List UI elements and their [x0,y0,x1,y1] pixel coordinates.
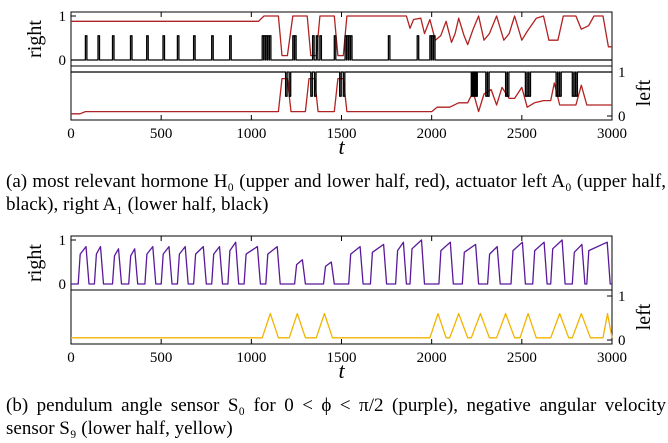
y-tick-label-lower: 1 [618,289,626,305]
x-tick-label: 1500 [327,350,357,366]
x-tick-label: 0 [67,126,75,142]
y-tick-label-lower: 0 [618,109,626,125]
y-tick-label-lower: 0 [618,333,626,349]
series-upper-0 [71,239,612,285]
x-tick-label: 500 [150,126,173,142]
x-label: t [338,134,345,159]
x-tick-label: 0 [67,350,75,366]
series-lower-1 [71,312,613,339]
y-tick-label-lower: 1 [618,65,626,81]
y-label-lower: left [633,303,655,330]
panel-a: 1 0 1 0 right left 0 500 1000 1500 2000 2500 3000 t [24,9,655,159]
x-tick-label: 2500 [507,350,537,366]
x-tick-label: 3000 [597,350,627,366]
x-tick-label: 2500 [507,126,537,142]
x-tick-label: 3000 [597,126,627,142]
x-tick-label: 2000 [417,126,447,142]
x-label: t [338,358,345,383]
series-lower-2 [71,77,612,115]
x-tick-label: 2000 [417,350,447,366]
y-tick-label-upper: 0 [59,277,67,293]
y-label-upper: right [24,20,46,58]
series-lower-3 [71,71,612,97]
y-label-upper: right [24,244,46,282]
x-tick-label: 500 [150,350,173,366]
caption-b: (b) pendulum angle sensor S₀ for 0 < ϕ <… [6,395,666,439]
y-label-lower: left [633,79,655,106]
series-upper-0 [71,15,612,57]
y-tick-label-upper: 1 [59,9,67,25]
x-tick-label: 1500 [327,126,357,142]
y-tick-label-upper: 0 [59,53,67,69]
y-tick-label-upper: 1 [59,233,67,249]
x-tick-label: 1000 [236,126,266,142]
series-upper-1 [71,35,612,61]
x-tick-label: 1000 [236,350,266,366]
panel-b: 1 0 1 0 right left 0 500 1000 1500 2000 2500 3000 t [24,233,655,383]
caption-a: (a) most relevant hormone H₀ (upper and … [6,171,666,215]
